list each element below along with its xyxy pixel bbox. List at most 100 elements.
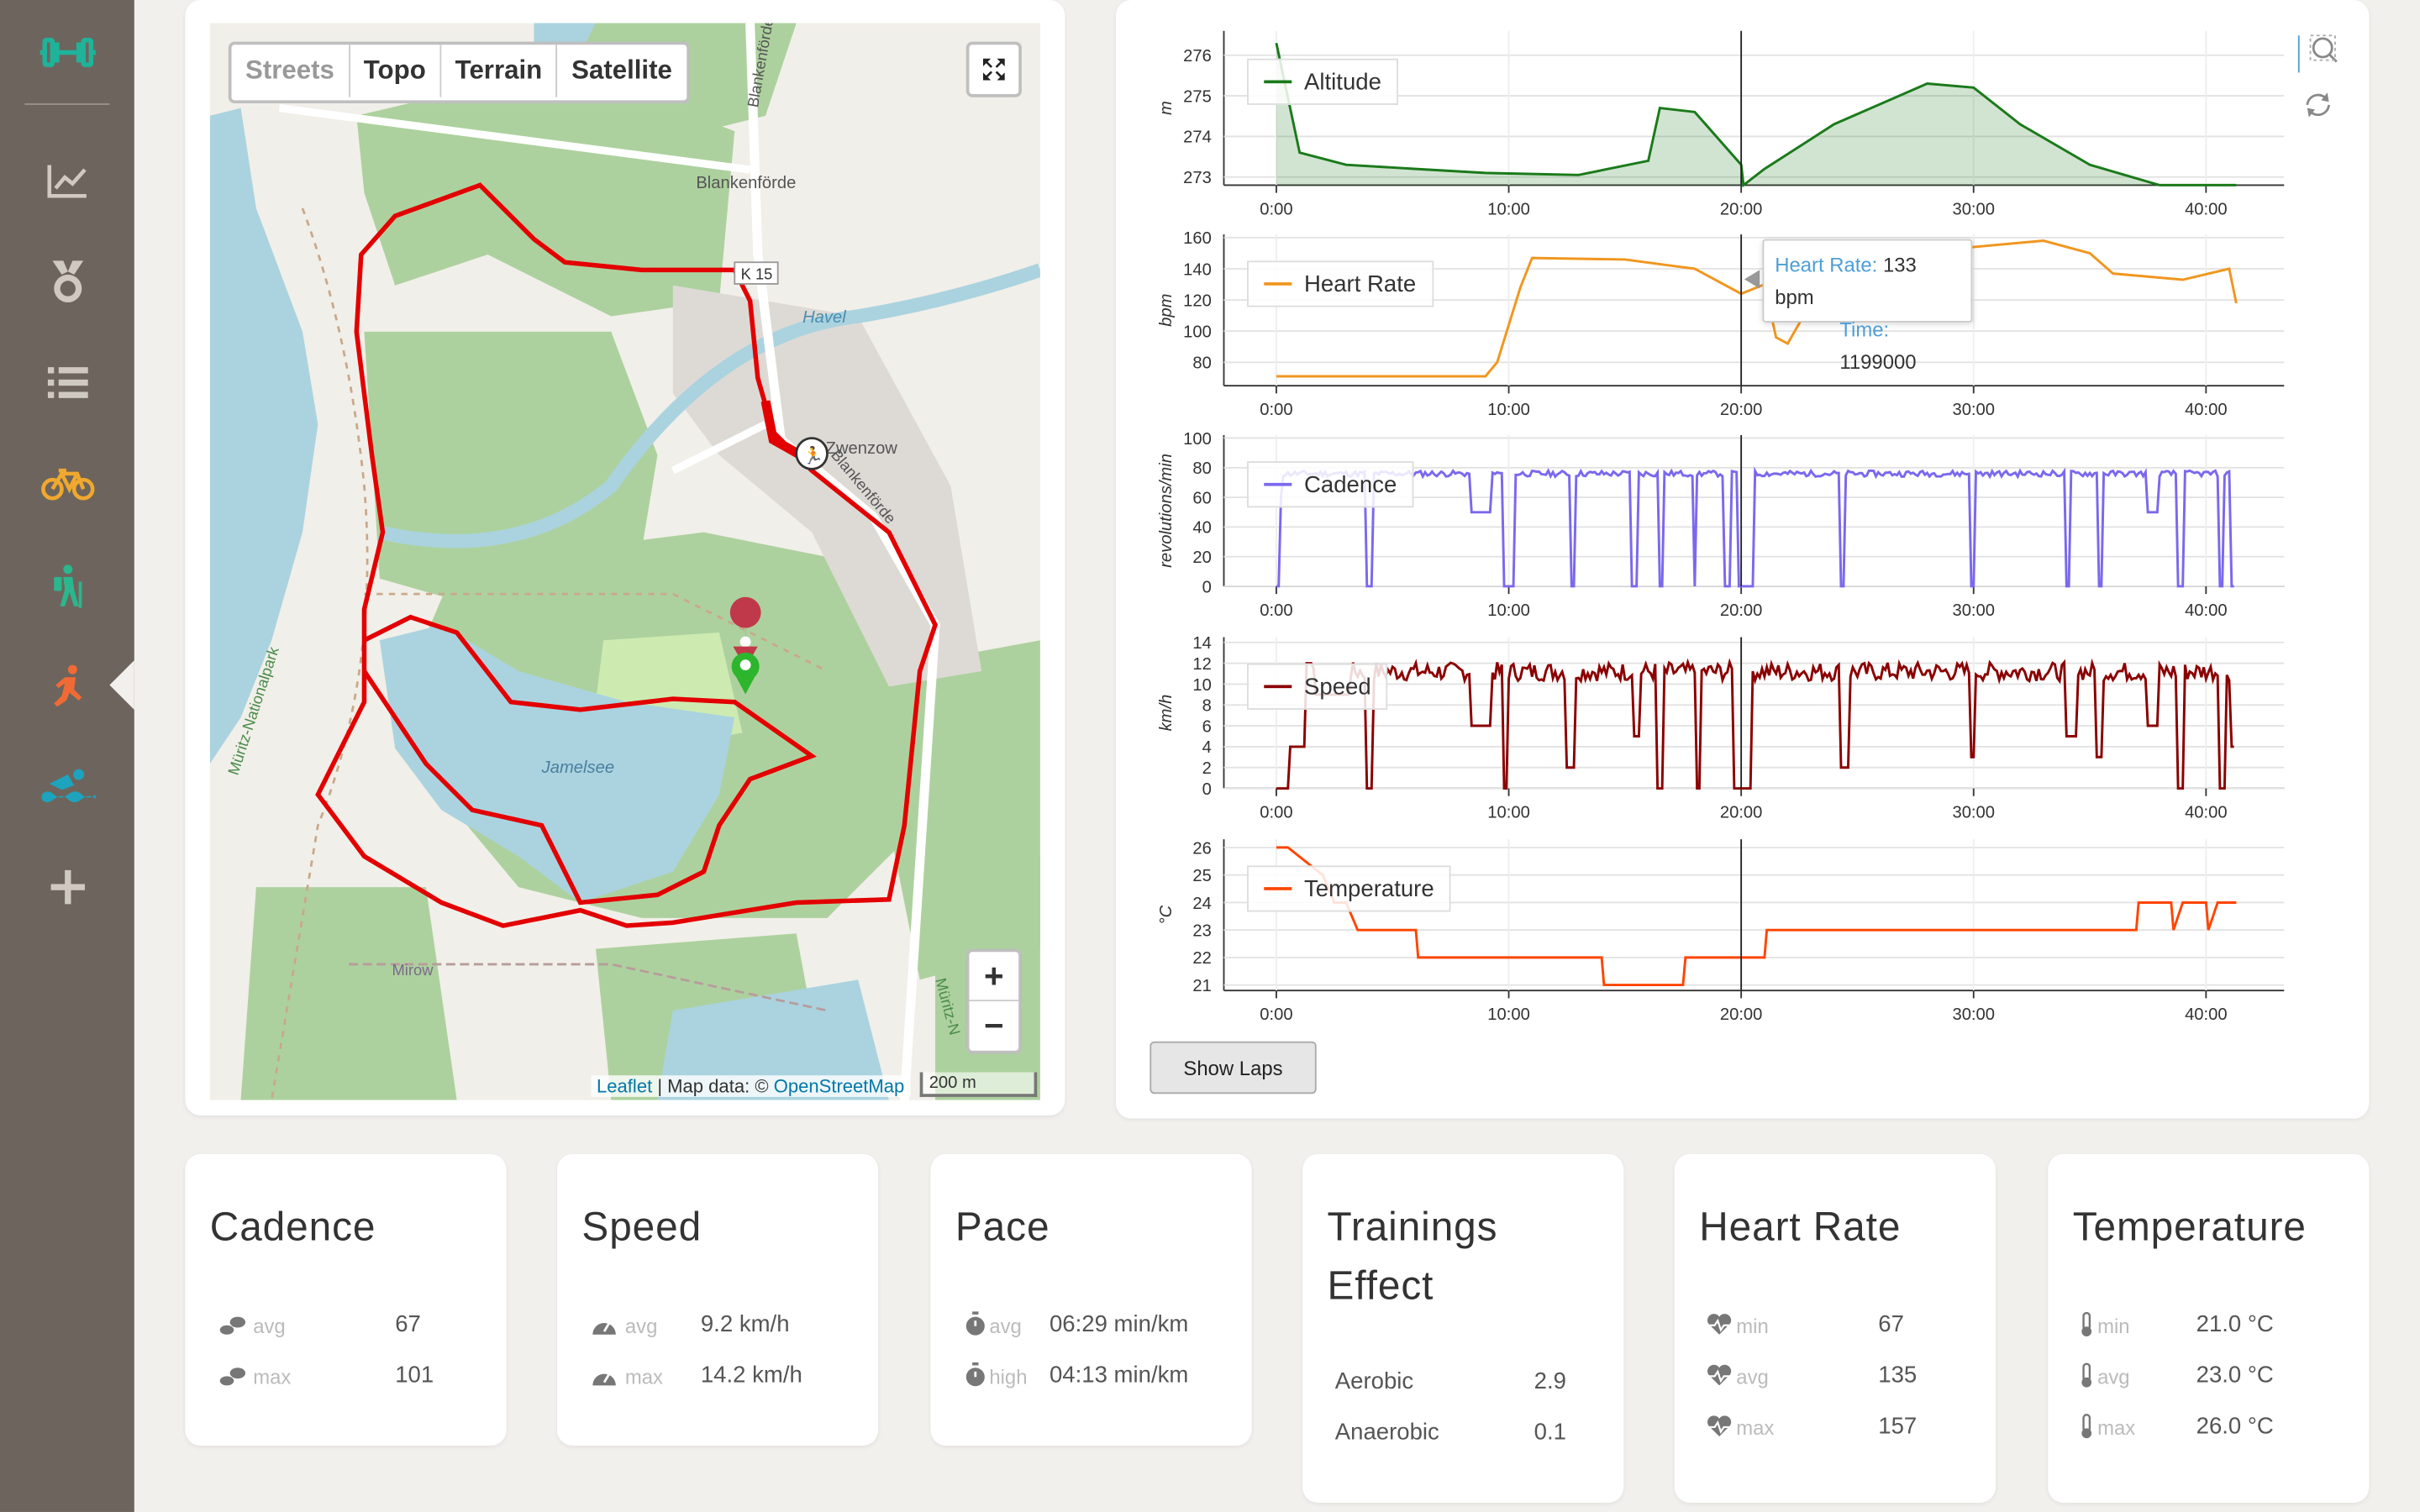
chart-x-tick-temperature: 10:00 bbox=[1487, 1005, 1530, 1024]
map-tiles: Blankenförde K 15 Havel Jamelsee Mirow M… bbox=[209, 23, 1040, 1100]
chart-ylabel-cadence: revolutions/min bbox=[1157, 454, 1176, 568]
map-label-road: K 15 bbox=[741, 265, 773, 282]
chart-x-tick-altitude: 40:00 bbox=[2185, 200, 2228, 218]
map-label-settlement: Zwenzow bbox=[826, 439, 898, 458]
stat-value: 157 bbox=[1878, 1413, 1918, 1440]
thermometer-icon bbox=[2081, 1362, 2092, 1388]
chart-y-tick-temperature: 26 bbox=[1192, 839, 1211, 858]
chart-y-tick-altitude: 273 bbox=[1183, 169, 1212, 187]
stat-key: Aerobic bbox=[1334, 1368, 1414, 1395]
chart-y-tick-speed: 14 bbox=[1192, 634, 1211, 653]
gauge-icon bbox=[592, 1321, 616, 1335]
tooltip-key-2: Time: bbox=[1839, 318, 1890, 341]
thermometer-icon bbox=[2081, 1414, 2092, 1439]
stat-key: avg bbox=[2097, 1365, 2130, 1389]
show-laps-button[interactable]: Show Laps bbox=[1150, 1041, 1317, 1095]
chart-x-tick-altitude: 0:00 bbox=[1260, 200, 1292, 218]
stat-title-effect-line2: Effect bbox=[1327, 1262, 1434, 1309]
zoom-icon[interactable] bbox=[2296, 31, 2338, 77]
stat-value: 67 bbox=[1878, 1311, 1904, 1338]
heartbeat-icon bbox=[1707, 1314, 1732, 1335]
hiking-icon[interactable] bbox=[34, 559, 102, 614]
stat-card-effect: Trainings Effect Aerobic 2.9 Anaerobic 0.… bbox=[1302, 1153, 1624, 1503]
chart-toolbar bbox=[2296, 31, 2338, 125]
chart-y-tick-speed: 8 bbox=[1202, 697, 1212, 716]
gauge-icon bbox=[592, 1372, 616, 1386]
zoom-control: + − bbox=[965, 948, 1022, 1054]
layer-satellite[interactable]: Satellite bbox=[571, 55, 672, 86]
list-icon[interactable] bbox=[34, 354, 102, 410]
legend-heart-rate: Heart Rate bbox=[1247, 260, 1434, 307]
zoom-out-button[interactable]: − bbox=[984, 1005, 1004, 1045]
bicycle-icon[interactable] bbox=[34, 457, 102, 512]
layer-topo[interactable]: Topo bbox=[350, 45, 442, 97]
stat-key: min bbox=[2097, 1314, 2130, 1338]
stat-title-speed: Speed bbox=[581, 1203, 702, 1250]
chart-line-heart_rate bbox=[1276, 239, 2238, 378]
reset-icon[interactable] bbox=[2298, 85, 2338, 125]
stat-value: 04:13 min/km bbox=[1049, 1362, 1189, 1389]
layer-streets[interactable]: Streets bbox=[232, 45, 350, 97]
chart-x-tick-temperature: 40:00 bbox=[2185, 1005, 2228, 1024]
legend-cadence: Cadence bbox=[1247, 461, 1414, 508]
map-scale: 200 m bbox=[919, 1072, 1038, 1097]
fullscreen-icon bbox=[982, 58, 1005, 81]
chart-x-tick-temperature: 0:00 bbox=[1260, 1005, 1292, 1024]
thermometer-icon bbox=[2081, 1311, 2092, 1336]
chart-x-tick-cadence: 10:00 bbox=[1487, 601, 1530, 620]
chart-y-tick-cadence: 60 bbox=[1192, 489, 1211, 507]
stat-key: Anaerobic bbox=[1334, 1419, 1439, 1446]
dumbbell-logo-icon[interactable] bbox=[34, 24, 102, 80]
zoom-in-button[interactable]: + bbox=[969, 952, 1019, 1002]
chart-y-tick-speed: 6 bbox=[1202, 717, 1212, 736]
leaflet-link[interactable]: Leaflet bbox=[597, 1075, 653, 1097]
chart-y-tick-cadence: 80 bbox=[1192, 459, 1211, 478]
stat-value: 135 bbox=[1878, 1362, 1918, 1389]
chart-ylabel-altitude: m bbox=[1157, 101, 1176, 115]
stat-key: avg bbox=[624, 1314, 658, 1338]
chart-x-tick-temperature: 30:00 bbox=[1952, 1005, 1995, 1024]
chart-y-tick-cadence: 20 bbox=[1192, 549, 1211, 567]
stat-value: 23.0 °C bbox=[2196, 1362, 2274, 1389]
chart-line-icon[interactable] bbox=[34, 153, 102, 208]
chart-ylabel-heart_rate: bpm bbox=[1157, 294, 1176, 327]
start-marker-icon[interactable] bbox=[731, 652, 760, 695]
chart-line-speed bbox=[1276, 658, 2234, 790]
chart-y-tick-speed: 2 bbox=[1202, 759, 1212, 778]
osm-link[interactable]: OpenStreetMap bbox=[773, 1075, 905, 1097]
chart-x-tick-heart_rate: 30:00 bbox=[1952, 401, 1995, 419]
legend-heart-rate-label: Heart Rate bbox=[1304, 271, 1417, 298]
chart-x-tick-speed: 0:00 bbox=[1260, 803, 1292, 822]
chart-x-tick-altitude: 30:00 bbox=[1952, 200, 1995, 218]
layer-terrain[interactable]: Terrain bbox=[441, 45, 558, 97]
stat-value: 21.0 °C bbox=[2196, 1311, 2274, 1338]
running-icon[interactable] bbox=[34, 659, 102, 714]
attribution-text: | Map data: © bbox=[652, 1075, 774, 1097]
footprint-icon bbox=[219, 1316, 246, 1335]
chart-y-tick-heart_rate: 160 bbox=[1183, 229, 1212, 248]
stat-card-heart-rate: Heart Rate min 67 avg 135 max 157 bbox=[1674, 1153, 1996, 1503]
medal-icon[interactable] bbox=[34, 255, 102, 310]
sidebar bbox=[0, 0, 134, 1512]
stat-title-pace: Pace bbox=[955, 1203, 1050, 1250]
stat-value: 14.2 km/h bbox=[700, 1362, 802, 1389]
chart-y-tick-altitude: 275 bbox=[1183, 87, 1212, 106]
legend-altitude: Altitude bbox=[1247, 58, 1399, 105]
plus-icon[interactable] bbox=[34, 859, 102, 915]
chart-x-tick-speed: 20:00 bbox=[1720, 803, 1763, 822]
stat-key: max bbox=[2097, 1416, 2136, 1440]
footprint-icon bbox=[219, 1368, 246, 1386]
chart-x-tick-heart_rate: 40:00 bbox=[2185, 401, 2228, 419]
fullscreen-button[interactable] bbox=[965, 41, 1022, 97]
map[interactable]: Blankenförde K 15 Havel Jamelsee Mirow M… bbox=[209, 23, 1040, 1100]
map-attribution: Leaflet | Map data: © OpenStreetMap bbox=[590, 1075, 911, 1097]
stat-title-cadence: Cadence bbox=[209, 1203, 376, 1250]
chart-area-altitude bbox=[1276, 43, 2237, 186]
heartbeat-icon bbox=[1707, 1415, 1732, 1436]
stat-value: 9.2 km/h bbox=[700, 1311, 790, 1338]
stat-card-cadence: Cadence avg 67 max 101 bbox=[185, 1153, 507, 1446]
stat-title-effect-line1: Trainings bbox=[1327, 1203, 1498, 1250]
stat-key: avg bbox=[253, 1314, 286, 1338]
swimming-icon[interactable] bbox=[34, 758, 102, 813]
